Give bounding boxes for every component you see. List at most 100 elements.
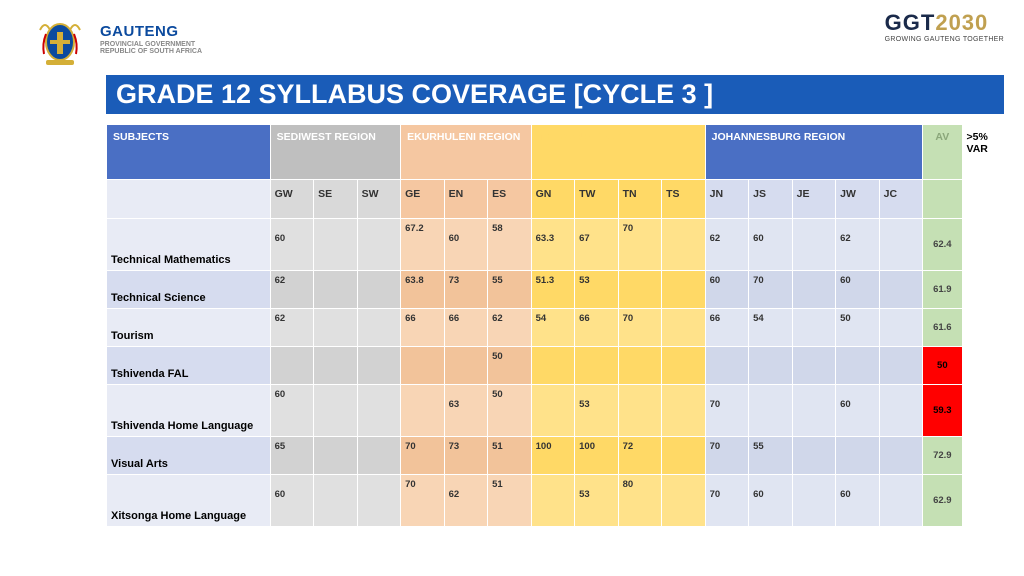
cell-TS xyxy=(662,271,706,309)
logo-gauteng: GAUTENG PROVINCIAL GOVERNMENT REPUBLIC O… xyxy=(30,10,202,70)
subcol-EN: EN xyxy=(444,180,488,219)
cell-SE xyxy=(314,347,358,385)
cell-JW: 50 xyxy=(836,309,880,347)
subject-name: Xitsonga Home Language xyxy=(107,475,271,527)
cell-JS xyxy=(749,385,793,437)
cell-av: 72.9 xyxy=(923,437,962,475)
cell-ES: 62 xyxy=(488,309,532,347)
cell-GE xyxy=(401,385,445,437)
cell-GW: 60 xyxy=(270,219,314,271)
cell-JS: 54 xyxy=(749,309,793,347)
cell-JC xyxy=(879,437,923,475)
col-region-joh: JOHANNESBURG REGION xyxy=(705,125,923,180)
subcol-JN: JN xyxy=(705,180,749,219)
cell-JW xyxy=(836,437,880,475)
cell-var xyxy=(962,475,1004,527)
cell-JE xyxy=(792,347,836,385)
cell-av: 59.3 xyxy=(923,385,962,437)
subcol-TN: TN xyxy=(618,180,662,219)
subhdr-blank xyxy=(107,180,271,219)
cell-JN: 70 xyxy=(705,475,749,527)
subject-name: Visual Arts xyxy=(107,437,271,475)
subcol-GN: GN xyxy=(531,180,575,219)
cell-SE xyxy=(314,385,358,437)
cell-TS xyxy=(662,475,706,527)
cell-ES: 51 xyxy=(488,475,532,527)
gauteng-line3: REPUBLIC OF SOUTH AFRICA xyxy=(100,48,202,56)
cell-JC xyxy=(879,309,923,347)
cell-EN: 73 xyxy=(444,271,488,309)
page-title: GRADE 12 SYLLABUS COVERAGE [CYCLE 3 ] xyxy=(106,75,1004,114)
cell-JS: 55 xyxy=(749,437,793,475)
cell-GW: 60 xyxy=(270,385,314,437)
cell-ES: 51 xyxy=(488,437,532,475)
cell-JW: 60 xyxy=(836,271,880,309)
cell-TN: 72 xyxy=(618,437,662,475)
cell-JC xyxy=(879,385,923,437)
cell-SW xyxy=(357,475,401,527)
col-region-tsh: TSHWANE REGION xyxy=(531,125,705,180)
ggt-year: 2030 xyxy=(935,10,988,35)
cell-TN xyxy=(618,271,662,309)
cell-GW: 65 xyxy=(270,437,314,475)
col-region-sed: SEDIWEST REGION xyxy=(270,125,401,180)
cell-GW: 62 xyxy=(270,309,314,347)
cell-GN: 51.3 xyxy=(531,271,575,309)
subhdr-av xyxy=(923,180,962,219)
cell-JN: 62 xyxy=(705,219,749,271)
cell-EN: 66 xyxy=(444,309,488,347)
cell-SW xyxy=(357,385,401,437)
subject-name: Technical Science xyxy=(107,271,271,309)
cell-GE: 63.8 xyxy=(401,271,445,309)
cell-JE xyxy=(792,437,836,475)
col-av: AV xyxy=(923,125,962,180)
logo-ggt2030: GGT2030 GROWING GAUTENG TOGETHER xyxy=(885,10,1004,43)
subcol-JE: JE xyxy=(792,180,836,219)
gauteng-text: GAUTENG PROVINCIAL GOVERNMENT REPUBLIC O… xyxy=(100,24,202,56)
cell-JN: 70 xyxy=(705,385,749,437)
cell-JW: 60 xyxy=(836,385,880,437)
cell-ES: 55 xyxy=(488,271,532,309)
cell-TS xyxy=(662,437,706,475)
col-region-eku: EKURHULENI REGION xyxy=(401,125,532,180)
cell-ES: 50 xyxy=(488,347,532,385)
subcol-JW: JW xyxy=(836,180,880,219)
cell-ES: 58 xyxy=(488,219,532,271)
cell-GN xyxy=(531,475,575,527)
subcol-SE: SE xyxy=(314,180,358,219)
cell-JW xyxy=(836,347,880,385)
cell-av: 61.6 xyxy=(923,309,962,347)
cell-JE xyxy=(792,309,836,347)
syllabus-table: SUBJECTSSEDIWEST REGIONEKURHULENI REGION… xyxy=(106,124,1004,527)
col-var: >5% VAR xyxy=(962,125,1004,180)
cell-SE xyxy=(314,271,358,309)
cell-JW: 62 xyxy=(836,219,880,271)
cell-av: 62.9 xyxy=(923,475,962,527)
cell-var xyxy=(962,385,1004,437)
gauteng-line1: GAUTENG xyxy=(100,24,202,41)
cell-JE xyxy=(792,475,836,527)
cell-TN: 80 xyxy=(618,475,662,527)
cell-var xyxy=(962,309,1004,347)
cell-JS: 60 xyxy=(749,475,793,527)
subcol-TS: TS xyxy=(662,180,706,219)
cell-TW xyxy=(575,347,619,385)
cell-JE xyxy=(792,219,836,271)
cell-GN xyxy=(531,385,575,437)
cell-JE xyxy=(792,385,836,437)
cell-SW xyxy=(357,271,401,309)
subcol-GW: GW xyxy=(270,180,314,219)
cell-SW xyxy=(357,347,401,385)
cell-JS xyxy=(749,347,793,385)
cell-GN: 100 xyxy=(531,437,575,475)
col-subjects: SUBJECTS xyxy=(107,125,271,180)
cell-JS: 60 xyxy=(749,219,793,271)
cell-TS xyxy=(662,309,706,347)
subject-name: Technical Mathematics xyxy=(107,219,271,271)
cell-JC xyxy=(879,271,923,309)
cell-TW: 53 xyxy=(575,385,619,437)
cell-GW: 62 xyxy=(270,271,314,309)
cell-TW: 53 xyxy=(575,475,619,527)
subcol-TW: TW xyxy=(575,180,619,219)
cell-GN xyxy=(531,347,575,385)
